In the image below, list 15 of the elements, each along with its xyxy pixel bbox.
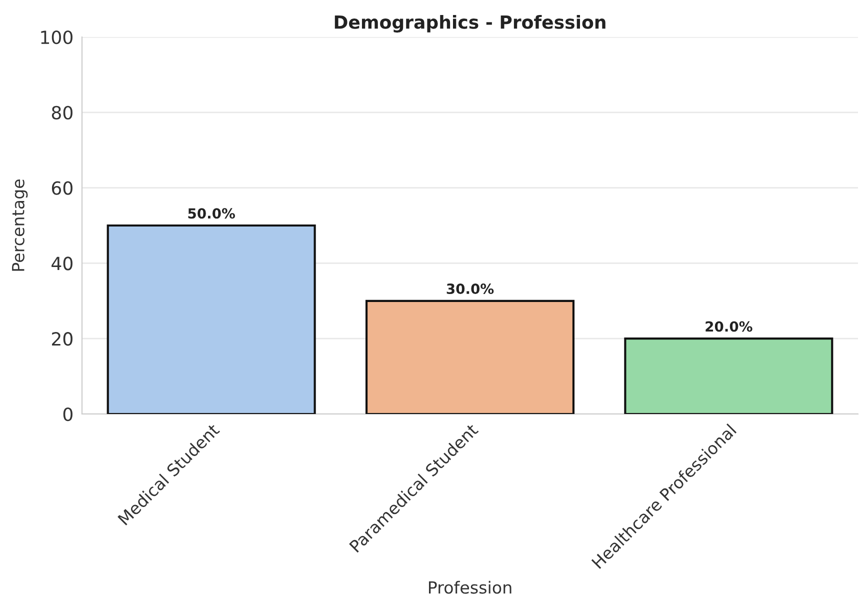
- y-axis-title: Percentage: [12, 180, 28, 271]
- bar: [365, 300, 575, 414]
- bar: [624, 338, 834, 414]
- y-tick-label: 60: [52, 181, 72, 195]
- y-tick-label: 40: [52, 256, 72, 270]
- bar: [106, 224, 316, 414]
- y-tick-label: 0: [63, 407, 72, 422]
- chart-title: Demographics - Profession: [334, 14, 606, 33]
- data-label: 50.0%: [188, 208, 235, 219]
- data-label: 20.0%: [706, 321, 752, 332]
- data-label: 30.0%: [446, 284, 494, 294]
- x-axis-title: Profession: [428, 580, 512, 594]
- y-tick-label: 80: [52, 106, 72, 120]
- y-tick-label: 20: [52, 332, 72, 346]
- y-tick-label: 100: [41, 30, 72, 44]
